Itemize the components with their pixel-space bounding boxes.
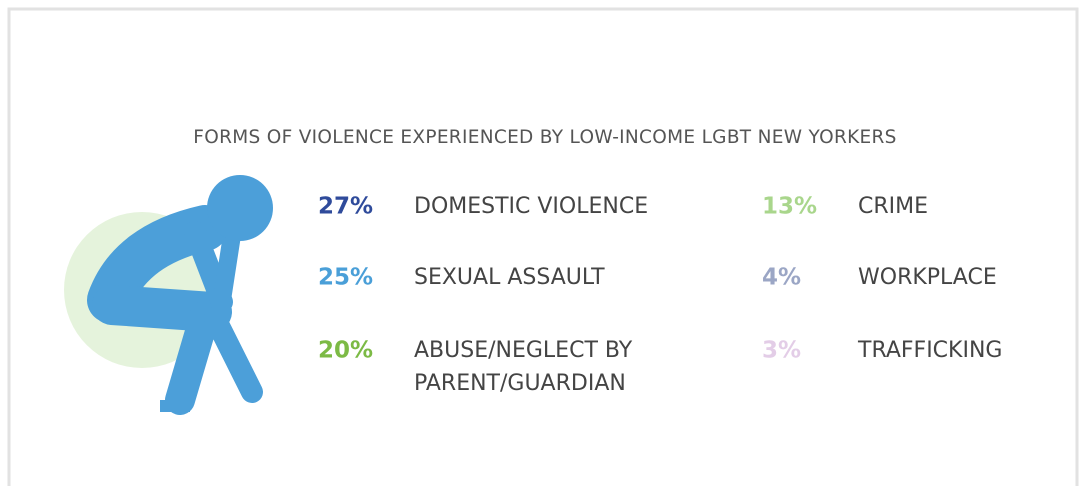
percent: 25% — [318, 265, 373, 291]
label: TRAFFICKING — [857, 338, 1002, 363]
label: WORKPLACE — [858, 265, 997, 290]
frame — [7, 7, 1079, 486]
title: FORMS OF VIOLENCE EXPERIENCED BY LOW-INC… — [193, 127, 896, 148]
percent: 13% — [762, 194, 817, 220]
percent: 27% — [318, 194, 373, 220]
percent: 20% — [318, 338, 373, 364]
percent: 3% — [762, 338, 801, 364]
figure-icon — [64, 175, 273, 415]
label: SEXUAL ASSAULT — [414, 265, 605, 290]
label: CRIME — [858, 194, 928, 219]
items: 27% DOMESTIC VIOLENCE 25% SEXUAL ASSAULT 20%… — [318, 194, 1002, 397]
percent: 4% — [762, 265, 801, 291]
label: DOMESTIC VIOLENCE — [414, 194, 648, 219]
label: ABUSE/NEGLECT BY — [414, 338, 633, 363]
label: PARENT/GUARDIAN — [414, 371, 626, 396]
